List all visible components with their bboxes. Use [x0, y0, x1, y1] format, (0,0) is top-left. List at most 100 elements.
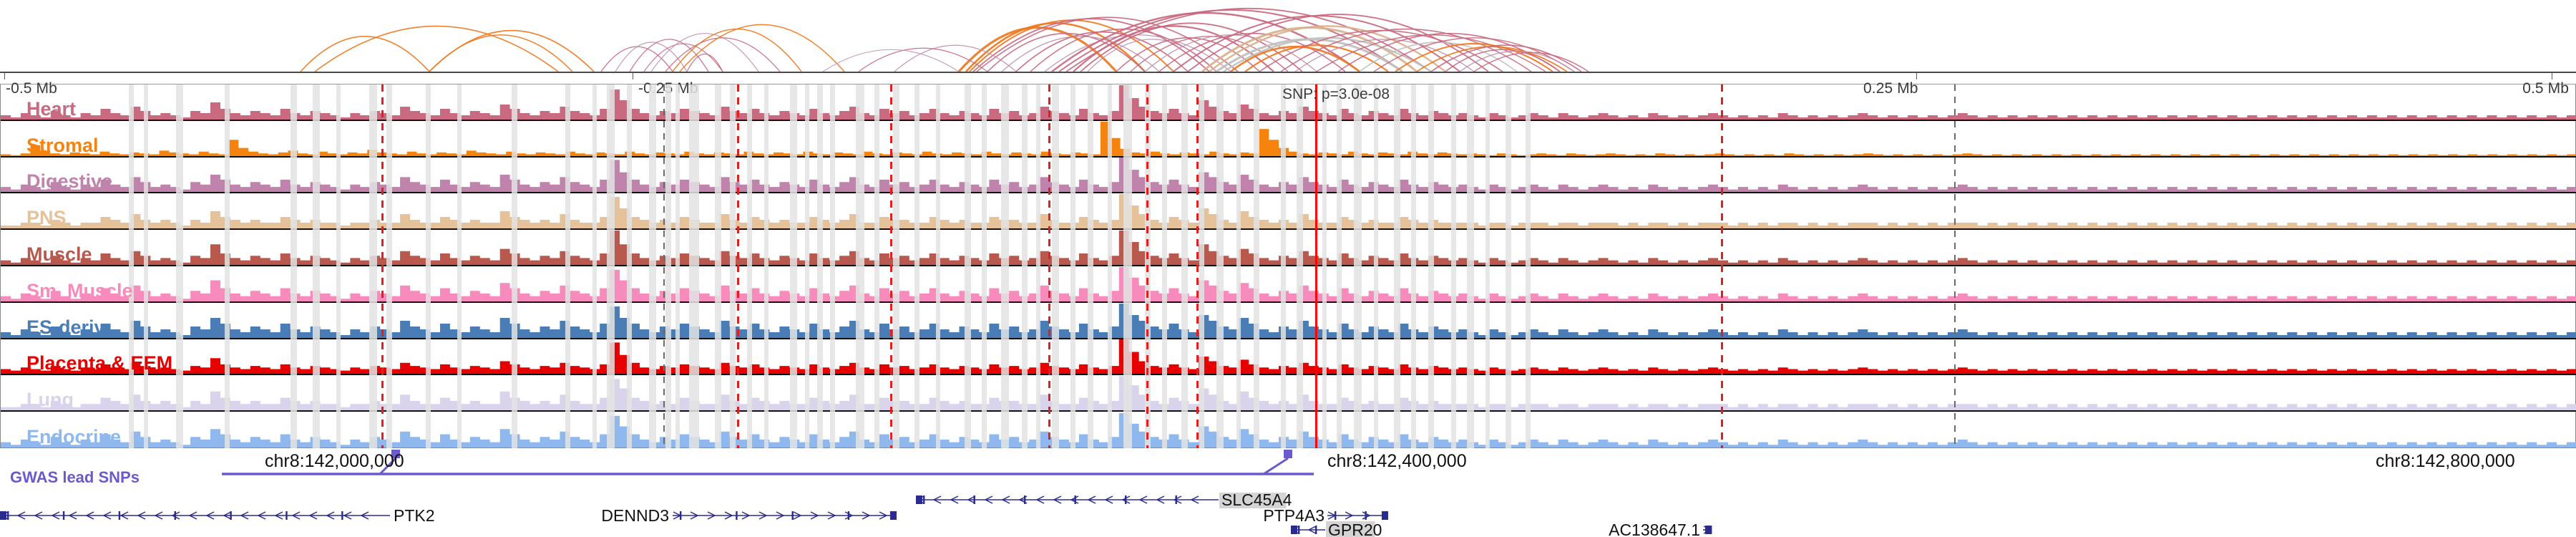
signal-track[interactable]: Endocrine [1, 412, 2576, 448]
signal-holder [1, 303, 2576, 338]
strand-arrow [967, 495, 976, 504]
strand-arrow [102, 511, 112, 520]
strand-arrow [1173, 495, 1182, 504]
ruler-tick-label: 0.5 Mb [2522, 80, 2569, 97]
gwas-leader-line [1263, 457, 1289, 475]
strand-arrow [1156, 495, 1165, 504]
exon-tick [341, 511, 343, 520]
signal-area [1, 230, 2576, 265]
gene-annotation-track: PTK2 DENND3 SLC45A4 PTP4A3 GPR20 AC138647.1 [0, 493, 2576, 537]
gene-terminal-block [1382, 511, 1388, 520]
strand-arrow [188, 511, 197, 520]
signal-track[interactable]: Digestive [1, 158, 2576, 194]
loop-arc [679, 24, 845, 72]
signal-area [1, 84, 2576, 120]
signal-holder [1, 375, 2576, 411]
signal-holder [1, 230, 2576, 265]
strand-arrow [119, 511, 129, 520]
ruler-tick [1916, 73, 1917, 79]
strand-arrow [257, 511, 266, 520]
signal-track[interactable]: Lung [1, 375, 2576, 412]
strand-arrow [137, 511, 146, 520]
loop-arc [969, 19, 1174, 72]
gene-model[interactable]: GPR20 [1290, 521, 1382, 537]
strand-arrow [291, 511, 301, 520]
strand-arrow [758, 511, 768, 520]
signal-track[interactable]: ES-deriv [1, 303, 2576, 339]
signal-track[interactable]: Muscle [1, 230, 2576, 266]
ruler-tick [4, 73, 5, 79]
loop-arc [600, 46, 673, 72]
signal-track[interactable]: PNS [1, 193, 2576, 231]
strand-arrow [1345, 511, 1354, 520]
loop-arc [650, 33, 759, 72]
strand-arrow [1104, 495, 1113, 504]
exon-tick [736, 511, 738, 520]
signal-track[interactable]: Placenta & EEM [1, 339, 2576, 376]
signal-track[interactable]: Stromal [1, 121, 2576, 158]
strand-arrow [741, 511, 751, 520]
ruler-tick-label: -0.5 Mb [6, 80, 57, 97]
genomic-ruler[interactable] [0, 72, 2576, 84]
track-signal-profile [1, 412, 2576, 448]
gwas-snp-marker[interactable] [1284, 450, 1292, 458]
track-signal-profile [1, 230, 2576, 265]
loop-arc [1144, 34, 1317, 72]
signal-track[interactable]: Sm. Muscle [1, 266, 2576, 303]
gene-name-label: DENND3 [601, 506, 669, 525]
gene-model[interactable]: PTK2 [0, 506, 435, 525]
gene-model[interactable]: AC138647.1 [1609, 521, 1712, 537]
strand-arrow [1121, 495, 1131, 504]
gene-name-label: PTP4A3 [1263, 506, 1324, 525]
exon-tick [62, 511, 65, 520]
signal-holder [1, 84, 2576, 120]
loop-arc [1395, 43, 1553, 72]
gene-terminal-block [890, 511, 897, 520]
loop-arc [976, 16, 1239, 72]
strand-arrow [984, 495, 993, 504]
gwas-leader-line [379, 457, 397, 475]
loop-arc [1051, 11, 1360, 72]
signal-area [1, 376, 2576, 411]
track-signal-profile [1, 339, 2576, 374]
signal-area [1, 339, 2576, 374]
genomic-coordinate-label: chr8:142,800,000 [2376, 451, 2515, 471]
exon-tick [1365, 511, 1367, 520]
gene-model[interactable]: SLC45A4 [915, 493, 1292, 509]
track-signal-profile [1, 158, 2576, 193]
exon-tick [118, 511, 121, 520]
strand-arrow [862, 511, 871, 520]
gene-model[interactable]: DENND3 [601, 506, 897, 525]
strand-arrow [223, 511, 232, 520]
track-signal-profile [1, 376, 2576, 411]
strand-arrow [205, 511, 215, 520]
signal-area [1, 121, 2576, 156]
gene-model[interactable]: PTP4A3 [1263, 506, 1388, 525]
strand-arrow [68, 511, 77, 520]
strand-arrow [844, 511, 854, 520]
loop-arc [629, 39, 709, 72]
gwas-svg[interactable] [0, 448, 2576, 493]
loop-arc [1337, 33, 1561, 72]
exon-tick [847, 511, 850, 520]
signal-holder [1, 158, 2576, 193]
gene-name-label: GPR20 [1328, 521, 1382, 537]
track-signal-profile [1, 121, 2576, 156]
gene-terminal-block [1291, 526, 1297, 534]
loop-arc [300, 36, 430, 72]
strand-arrow [274, 511, 283, 520]
strand-arrow [16, 511, 26, 520]
track-signal-profile [1, 303, 2576, 338]
loop-arc [665, 37, 781, 72]
loop-arc [686, 53, 723, 72]
strand-arrow [879, 511, 888, 520]
exon-tick [1074, 495, 1076, 504]
strand-arrow [1138, 495, 1148, 504]
loop-arc [987, 33, 1146, 72]
gwas-snp-marker[interactable] [391, 450, 400, 458]
chromatin-loop-arc-panel [0, 0, 2576, 72]
strand-arrow [1087, 495, 1096, 504]
strand-arrow [932, 495, 942, 504]
